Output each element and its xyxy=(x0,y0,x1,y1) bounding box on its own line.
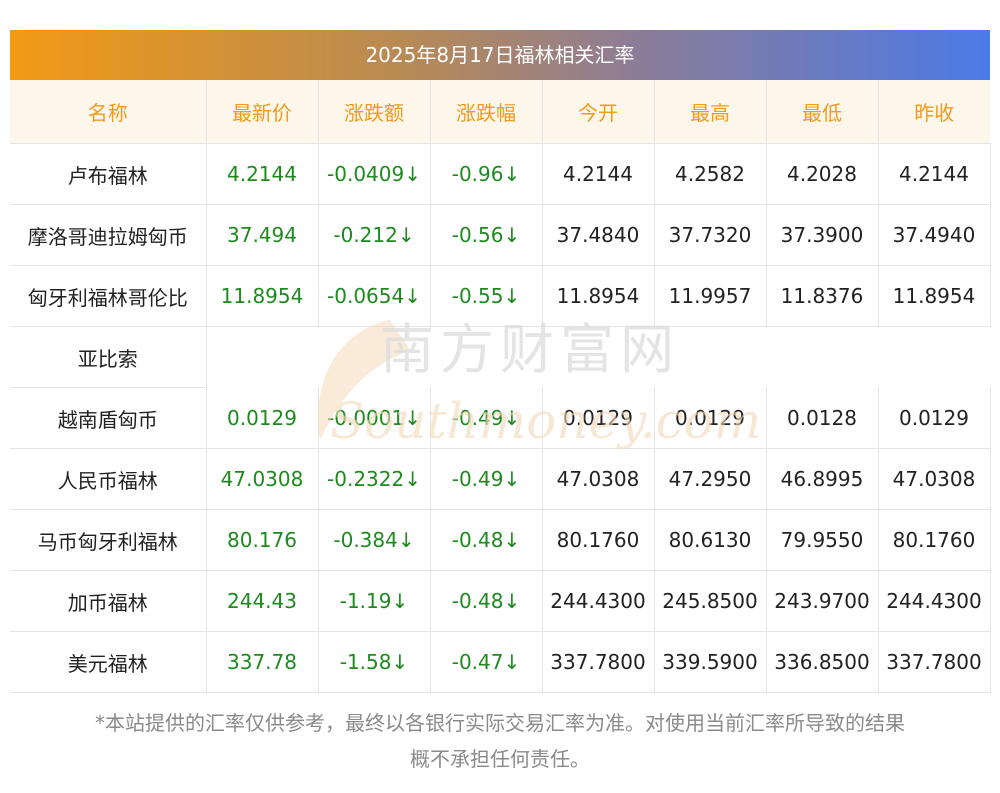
cell-open: 80.1760 xyxy=(542,509,655,571)
header-high: 最高 xyxy=(654,80,767,144)
cell-low: 336.8500 xyxy=(766,631,879,693)
cell-change: -0.2322↓ xyxy=(318,448,431,510)
cell-high: 37.7320 xyxy=(654,204,767,266)
cell-latest: 337.78 xyxy=(206,631,319,693)
cell-name: 人民币福林 xyxy=(10,448,207,510)
table-row: 匈牙利福林哥伦比 11.8954 -0.0654↓ -0.55↓ 11.8954… xyxy=(10,265,991,327)
cell-prev: 244.4300 xyxy=(878,570,991,632)
cell-prev: 337.7800 xyxy=(878,631,991,693)
table-row: 美元福林 337.78 -1.58↓ -0.47↓ 337.7800 339.5… xyxy=(10,631,991,693)
cell-high: 4.2582 xyxy=(654,143,767,205)
header-pct: 涨跌幅 xyxy=(430,80,543,144)
cell-latest: 4.2144 xyxy=(206,143,319,205)
disclaimer: *本站提供的汇率仅供参考，最终以各银行实际交易汇率为准。对使用当前汇率所导致的结… xyxy=(0,705,1000,777)
cell-prev: 37.4940 xyxy=(878,204,991,266)
cell-prev: 11.8954 xyxy=(878,265,991,327)
cell-change: -1.58↓ xyxy=(318,631,431,693)
header-prev: 昨收 xyxy=(878,80,990,144)
cell-open: 47.0308 xyxy=(542,448,655,510)
header-low: 最低 xyxy=(766,80,879,144)
cell-pct: -0.55↓ xyxy=(430,265,543,327)
cell-change: -0.0409↓ xyxy=(318,143,431,205)
cell-high: 11.9957 xyxy=(654,265,767,327)
cell-pct: -0.48↓ xyxy=(430,509,543,571)
cell-low: 37.3900 xyxy=(766,204,879,266)
table-row-continuation: 亚比索 xyxy=(10,326,990,388)
cell-name: 越南盾匈币 xyxy=(10,387,207,449)
cell-pct: -0.49↓ xyxy=(430,387,543,449)
cell-open: 37.4840 xyxy=(542,204,655,266)
cell-open: 244.4300 xyxy=(542,570,655,632)
cell-name-continuation: 亚比索 xyxy=(10,326,207,388)
cell-high: 245.8500 xyxy=(654,570,767,632)
header-name: 名称 xyxy=(10,80,207,144)
table-row: 卢布福林 4.2144 -0.0409↓ -0.96↓ 4.2144 4.258… xyxy=(10,143,991,205)
header-open: 今开 xyxy=(542,80,655,144)
cell-name: 匈牙利福林哥伦比 xyxy=(10,265,207,327)
cell-name: 卢布福林 xyxy=(10,143,207,205)
table-row: 马币匈牙利福林 80.176 -0.384↓ -0.48↓ 80.1760 80… xyxy=(10,509,991,571)
disclaimer-line-1: *本站提供的汇率仅供参考，最终以各银行实际交易汇率为准。对使用当前汇率所导致的结… xyxy=(95,711,905,735)
blank-continuation xyxy=(206,327,990,388)
cell-name: 美元福林 xyxy=(10,631,207,693)
cell-change: -0.0654↓ xyxy=(318,265,431,327)
disclaimer-line-2: 概不承担任何责任。 xyxy=(410,747,590,771)
header-change: 涨跌额 xyxy=(318,80,431,144)
table-row: 越南盾匈币 0.0129 -0.0001↓ -0.49↓ 0.0129 0.01… xyxy=(10,387,991,449)
cell-prev: 80.1760 xyxy=(878,509,991,571)
cell-pct: -0.96↓ xyxy=(430,143,543,205)
cell-change: -0.384↓ xyxy=(318,509,431,571)
cell-name: 摩洛哥迪拉姆匈币 xyxy=(10,204,207,266)
rate-table: 名称 最新价 涨跌额 涨跌幅 今开 最高 最低 昨收 卢布福林 4.2144 -… xyxy=(10,80,991,693)
header-row: 名称 最新价 涨跌额 涨跌幅 今开 最高 最低 昨收 xyxy=(10,80,990,144)
table-row: 摩洛哥迪拉姆匈币 37.494 -0.212↓ -0.56↓ 37.4840 3… xyxy=(10,204,991,266)
cell-low: 243.9700 xyxy=(766,570,879,632)
cell-high: 80.6130 xyxy=(654,509,767,571)
cell-pct: -0.56↓ xyxy=(430,204,543,266)
cell-change: -0.0001↓ xyxy=(318,387,431,449)
cell-latest: 0.0129 xyxy=(206,387,319,449)
cell-low: 4.2028 xyxy=(766,143,879,205)
cell-latest: 80.176 xyxy=(206,509,319,571)
cell-latest: 11.8954 xyxy=(206,265,319,327)
cell-low: 11.8376 xyxy=(766,265,879,327)
cell-latest: 47.0308 xyxy=(206,448,319,510)
cell-open: 11.8954 xyxy=(542,265,655,327)
table-row: 加币福林 244.43 -1.19↓ -0.48↓ 244.4300 245.8… xyxy=(10,570,991,632)
table-title: 2025年8月17日福林相关汇率 xyxy=(10,30,990,80)
cell-latest: 244.43 xyxy=(206,570,319,632)
cell-low: 0.0128 xyxy=(766,387,879,449)
cell-name: 加币福林 xyxy=(10,570,207,632)
cell-high: 339.5900 xyxy=(654,631,767,693)
cell-low: 79.9550 xyxy=(766,509,879,571)
cell-change: -0.212↓ xyxy=(318,204,431,266)
cell-low: 46.8995 xyxy=(766,448,879,510)
cell-high: 0.0129 xyxy=(654,387,767,449)
cell-open: 4.2144 xyxy=(542,143,655,205)
cell-high: 47.2950 xyxy=(654,448,767,510)
cell-name: 马币匈牙利福林 xyxy=(10,509,207,571)
cell-prev: 47.0308 xyxy=(878,448,991,510)
cell-change: -1.19↓ xyxy=(318,570,431,632)
rate-table-container: 2025年8月17日福林相关汇率 名称 最新价 涨跌额 涨跌幅 今开 最高 最低… xyxy=(10,30,991,693)
cell-latest: 37.494 xyxy=(206,204,319,266)
cell-open: 0.0129 xyxy=(542,387,655,449)
cell-prev: 0.0129 xyxy=(878,387,991,449)
cell-prev: 4.2144 xyxy=(878,143,991,205)
header-latest: 最新价 xyxy=(206,80,319,144)
cell-pct: -0.49↓ xyxy=(430,448,543,510)
cell-pct: -0.47↓ xyxy=(430,631,543,693)
cell-open: 337.7800 xyxy=(542,631,655,693)
cell-pct: -0.48↓ xyxy=(430,570,543,632)
table-row: 人民币福林 47.0308 -0.2322↓ -0.49↓ 47.0308 47… xyxy=(10,448,991,510)
